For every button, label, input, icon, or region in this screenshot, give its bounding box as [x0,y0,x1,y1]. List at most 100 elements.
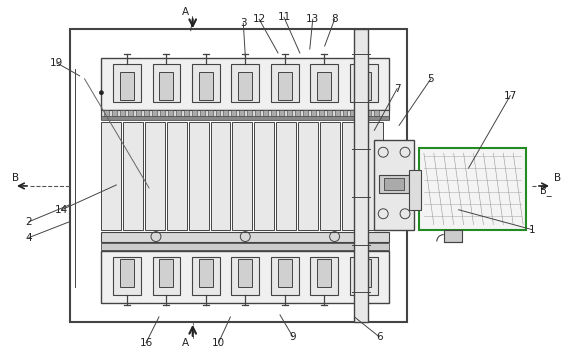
Bar [317,260,331,287]
Bar [239,72,252,100]
Bar [120,72,134,100]
Bar [160,72,173,100]
Bar [367,109,371,116]
Bar [342,122,362,230]
Bar [104,109,109,116]
Bar [232,122,252,230]
Bar [350,64,377,101]
Text: 1: 1 [528,225,535,235]
Bar [319,109,324,116]
Text: 16: 16 [139,338,153,348]
Bar [160,109,165,116]
Text: 3: 3 [240,18,246,28]
Text: 19: 19 [50,58,63,68]
Text: B: B [12,173,19,183]
Bar [327,109,332,116]
Bar [356,72,371,100]
Bar [145,122,165,230]
Bar [231,257,259,295]
Text: 2: 2 [25,217,32,227]
Bar [350,257,377,295]
Bar [215,109,221,116]
Bar [168,109,173,116]
Bar [354,29,368,322]
Text: 10: 10 [212,338,225,348]
Bar [271,64,298,101]
Circle shape [99,91,103,95]
Bar [298,122,318,230]
Text: 8: 8 [331,14,338,24]
Bar [350,109,355,116]
Bar [409,170,421,210]
Bar [379,175,409,193]
Bar [320,122,340,230]
Bar [210,122,231,230]
Bar [160,260,173,287]
Bar [152,257,180,295]
Bar [69,29,407,322]
Bar [102,117,389,121]
Text: 5: 5 [428,74,434,84]
Text: A: A [182,338,189,348]
Bar [208,109,213,116]
Bar [358,109,363,116]
Bar [152,109,157,116]
Bar [189,122,209,230]
Bar [334,109,340,116]
Bar [102,58,389,109]
Bar [295,109,300,116]
Bar [112,109,117,116]
Bar [287,109,292,116]
Bar [192,109,197,116]
Bar [102,109,389,119]
Bar [223,109,228,116]
Bar [176,109,181,116]
Bar [152,64,180,101]
Bar [113,64,141,101]
Text: 17: 17 [504,91,517,101]
Text: 7: 7 [394,84,400,94]
Bar [123,122,143,230]
Bar [199,260,213,287]
Bar [199,72,213,100]
Bar [278,260,292,287]
Bar [247,109,252,116]
Bar [136,109,141,116]
Text: 13: 13 [306,14,319,24]
Bar [374,140,414,230]
Bar [239,109,244,116]
Bar [278,72,292,100]
Bar [384,178,404,190]
Bar [271,257,298,295]
Bar [102,243,389,251]
Bar [192,257,220,295]
Text: 12: 12 [253,14,266,24]
Bar [419,148,526,230]
Bar [120,109,125,116]
Text: 11: 11 [277,12,290,22]
Bar [192,64,220,101]
Text: 9: 9 [289,332,296,342]
Bar [102,232,389,242]
Bar [128,109,133,116]
Bar [254,122,274,230]
Bar [144,109,149,116]
Bar [200,109,205,116]
Bar [363,122,383,230]
Bar [102,122,121,230]
Bar [317,72,331,100]
Bar [271,109,276,116]
Text: 14: 14 [55,205,68,215]
Bar [310,64,338,101]
Text: 4: 4 [25,232,32,243]
Bar [263,109,268,116]
Text: B_: B_ [540,186,552,196]
Bar [303,109,308,116]
Bar [342,109,347,116]
Text: 6: 6 [376,332,382,342]
Text: B: B [554,173,561,183]
Bar [419,148,526,230]
Bar [255,109,260,116]
Bar [311,109,316,116]
Bar [231,64,259,101]
